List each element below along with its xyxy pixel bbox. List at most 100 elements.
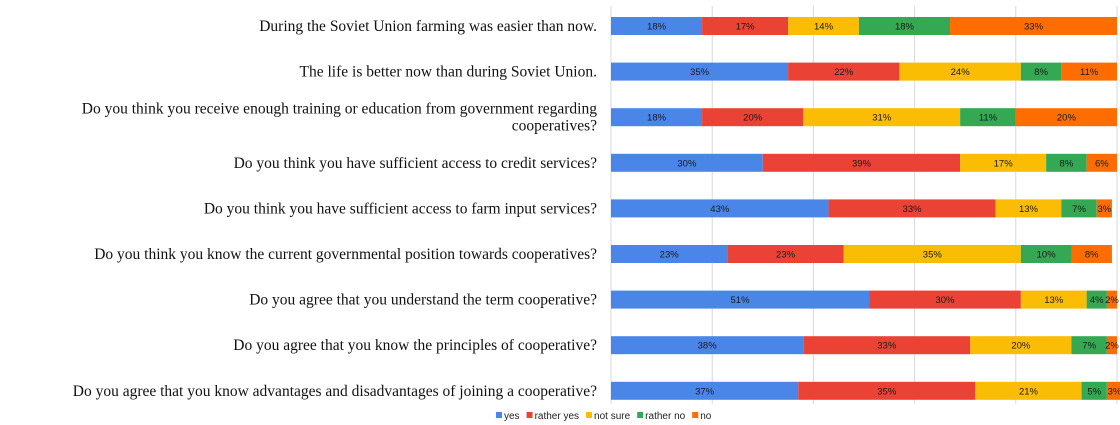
bar-segment-yes (611, 153, 763, 172)
category-labels: During the Soviet Union farming was easi… (73, 18, 597, 400)
bar-segment-not-sure (788, 17, 859, 35)
data-label: 35% (923, 250, 943, 261)
data-label: 17% (736, 22, 756, 33)
data-label: 20% (1057, 113, 1077, 124)
data-label: 7% (1072, 204, 1086, 215)
bar-segment-yes (611, 62, 789, 81)
data-label: 21% (1019, 386, 1039, 397)
category-label: Do you think you have sufficient access … (234, 155, 598, 172)
data-label: 17% (994, 158, 1014, 169)
bar-segment-not-sure (975, 381, 1082, 400)
bar-segment-no (1106, 381, 1120, 400)
bar-row: 18% 20% 31% 11% 20% (611, 108, 1117, 127)
data-label: 30% (935, 295, 955, 306)
category-label: During the Soviet Union farming was easi… (259, 18, 597, 35)
bar-segment-not-sure (960, 153, 1047, 172)
bar-segment-yes (611, 381, 799, 400)
data-label: 6% (1095, 158, 1109, 169)
data-label: 30% (677, 158, 697, 169)
legend-swatch (692, 412, 699, 418)
data-label: 4% (1090, 295, 1104, 306)
data-label: 8% (1034, 67, 1048, 78)
bar-segment-rather-yes (798, 381, 976, 400)
data-label: 11% (979, 113, 998, 124)
legend-label: rather yes (535, 411, 579, 422)
data-label: 13% (1044, 295, 1064, 306)
bar-segment-rather-yes (828, 199, 996, 218)
data-label: 43% (710, 204, 730, 215)
data-label: 23% (776, 250, 796, 261)
bar-segment-rather-yes (803, 336, 971, 355)
legend-item: no (692, 411, 712, 422)
bar-segment-rather-no (1020, 245, 1072, 263)
data-label: 8% (1060, 158, 1074, 169)
data-label: 35% (877, 386, 897, 397)
bar-segment-rather-yes (702, 108, 804, 127)
data-label: 18% (895, 22, 915, 33)
bar-segment-rather-no (1061, 199, 1097, 218)
bar-segment-no (1061, 62, 1117, 81)
legend-item: rather yes (526, 411, 579, 422)
legend-swatch (526, 412, 533, 418)
bar-row: 38% 33% 20% 7% 2% (611, 336, 1119, 355)
bar-segment-not-sure (995, 199, 1062, 218)
bar-segment-rather-yes (869, 290, 1021, 309)
bar-segment-yes (611, 245, 728, 263)
legend-swatch (586, 412, 593, 418)
data-label: 18% (647, 113, 667, 124)
data-label: 10% (1037, 250, 1057, 261)
bar-segment-not-sure (843, 245, 1021, 263)
data-label: 2% (1105, 295, 1119, 306)
bar-row: 51% 30% 13% 4% 2% (611, 290, 1119, 309)
bar-row: 18% 17% 14% 18% 33% (611, 17, 1117, 35)
data-label: 2% (1105, 341, 1119, 352)
bar-segment-rather-yes (702, 17, 789, 35)
bar-segment-rather-no (1071, 336, 1107, 355)
category-label: Do you agree that you understand the ter… (249, 292, 597, 309)
bar-row: 35% 22% 24% 8% 11% (611, 62, 1117, 81)
data-label: 20% (743, 113, 763, 124)
bar-row: 43% 33% 13% 7% 3% (611, 199, 1112, 218)
bar-segment-rather-no (1086, 290, 1107, 309)
data-label: 23% (660, 250, 680, 261)
bar-segment-rather-yes (788, 62, 900, 81)
legend: yes rather yes not sure rather no no (496, 411, 712, 422)
bar-segment-rather-no (1081, 381, 1107, 400)
category-label: Do you think you have sufficient access … (204, 200, 597, 217)
bar-segment-no (1096, 199, 1112, 218)
bar-segment-no (1086, 153, 1117, 172)
bar-segment-yes (611, 336, 804, 355)
bar-segment-not-sure (1020, 290, 1087, 309)
data-label: 33% (903, 204, 923, 215)
bar-segment-not-sure (970, 336, 1072, 355)
data-label: 5% (1087, 386, 1101, 397)
category-label: Do you agree that you know advantages an… (73, 383, 597, 400)
legend-item: rather no (637, 411, 686, 422)
bar-row: 30% 39% 17% 8% 6% (611, 153, 1117, 172)
category-label: Do you think you know the current govern… (94, 246, 597, 263)
legend-label: no (700, 411, 712, 422)
legend-swatch (637, 412, 644, 418)
legend-label: not sure (594, 411, 631, 422)
bar-segment-yes (611, 108, 703, 127)
data-label: 37% (695, 386, 715, 397)
bar-segment-rather-no (1020, 62, 1062, 81)
bar-segment-no (1106, 336, 1117, 355)
data-label: 13% (1019, 204, 1039, 215)
data-label: 20% (1011, 341, 1031, 352)
bar-segment-rather-yes (762, 153, 961, 172)
bar-segment-not-sure (899, 62, 1021, 81)
bar-segment-no (1106, 290, 1117, 309)
bar-segment-no (950, 17, 1117, 35)
category-label: cooperatives? (512, 118, 597, 135)
bar-segment-yes (611, 199, 829, 218)
legend-swatch (496, 412, 502, 418)
data-label: 7% (1082, 341, 1096, 352)
bars: 18% 17% 14% 18% 33% 35% 22% 24% 8% 11% 18% 20% 31% 11… (611, 17, 1120, 400)
legend-label: rather no (645, 411, 685, 422)
legend-item: not sure (586, 411, 631, 422)
data-label: 24% (951, 67, 971, 78)
data-label: 33% (877, 341, 897, 352)
data-label: 22% (834, 67, 854, 78)
